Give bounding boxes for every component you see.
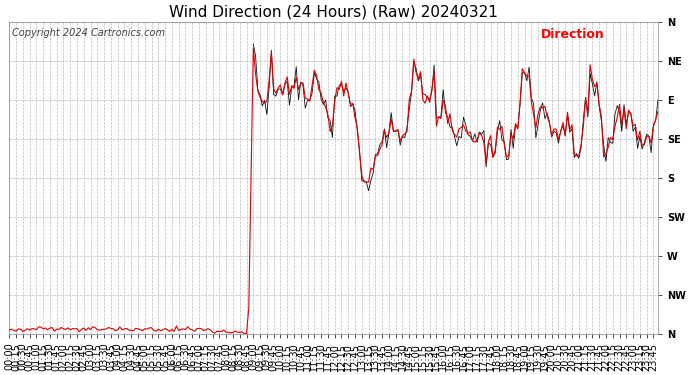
Text: Direction: Direction: [541, 28, 605, 41]
Title: Wind Direction (24 Hours) (Raw) 20240321: Wind Direction (24 Hours) (Raw) 20240321: [169, 4, 498, 19]
Text: Copyright 2024 Cartronics.com: Copyright 2024 Cartronics.com: [12, 28, 166, 38]
